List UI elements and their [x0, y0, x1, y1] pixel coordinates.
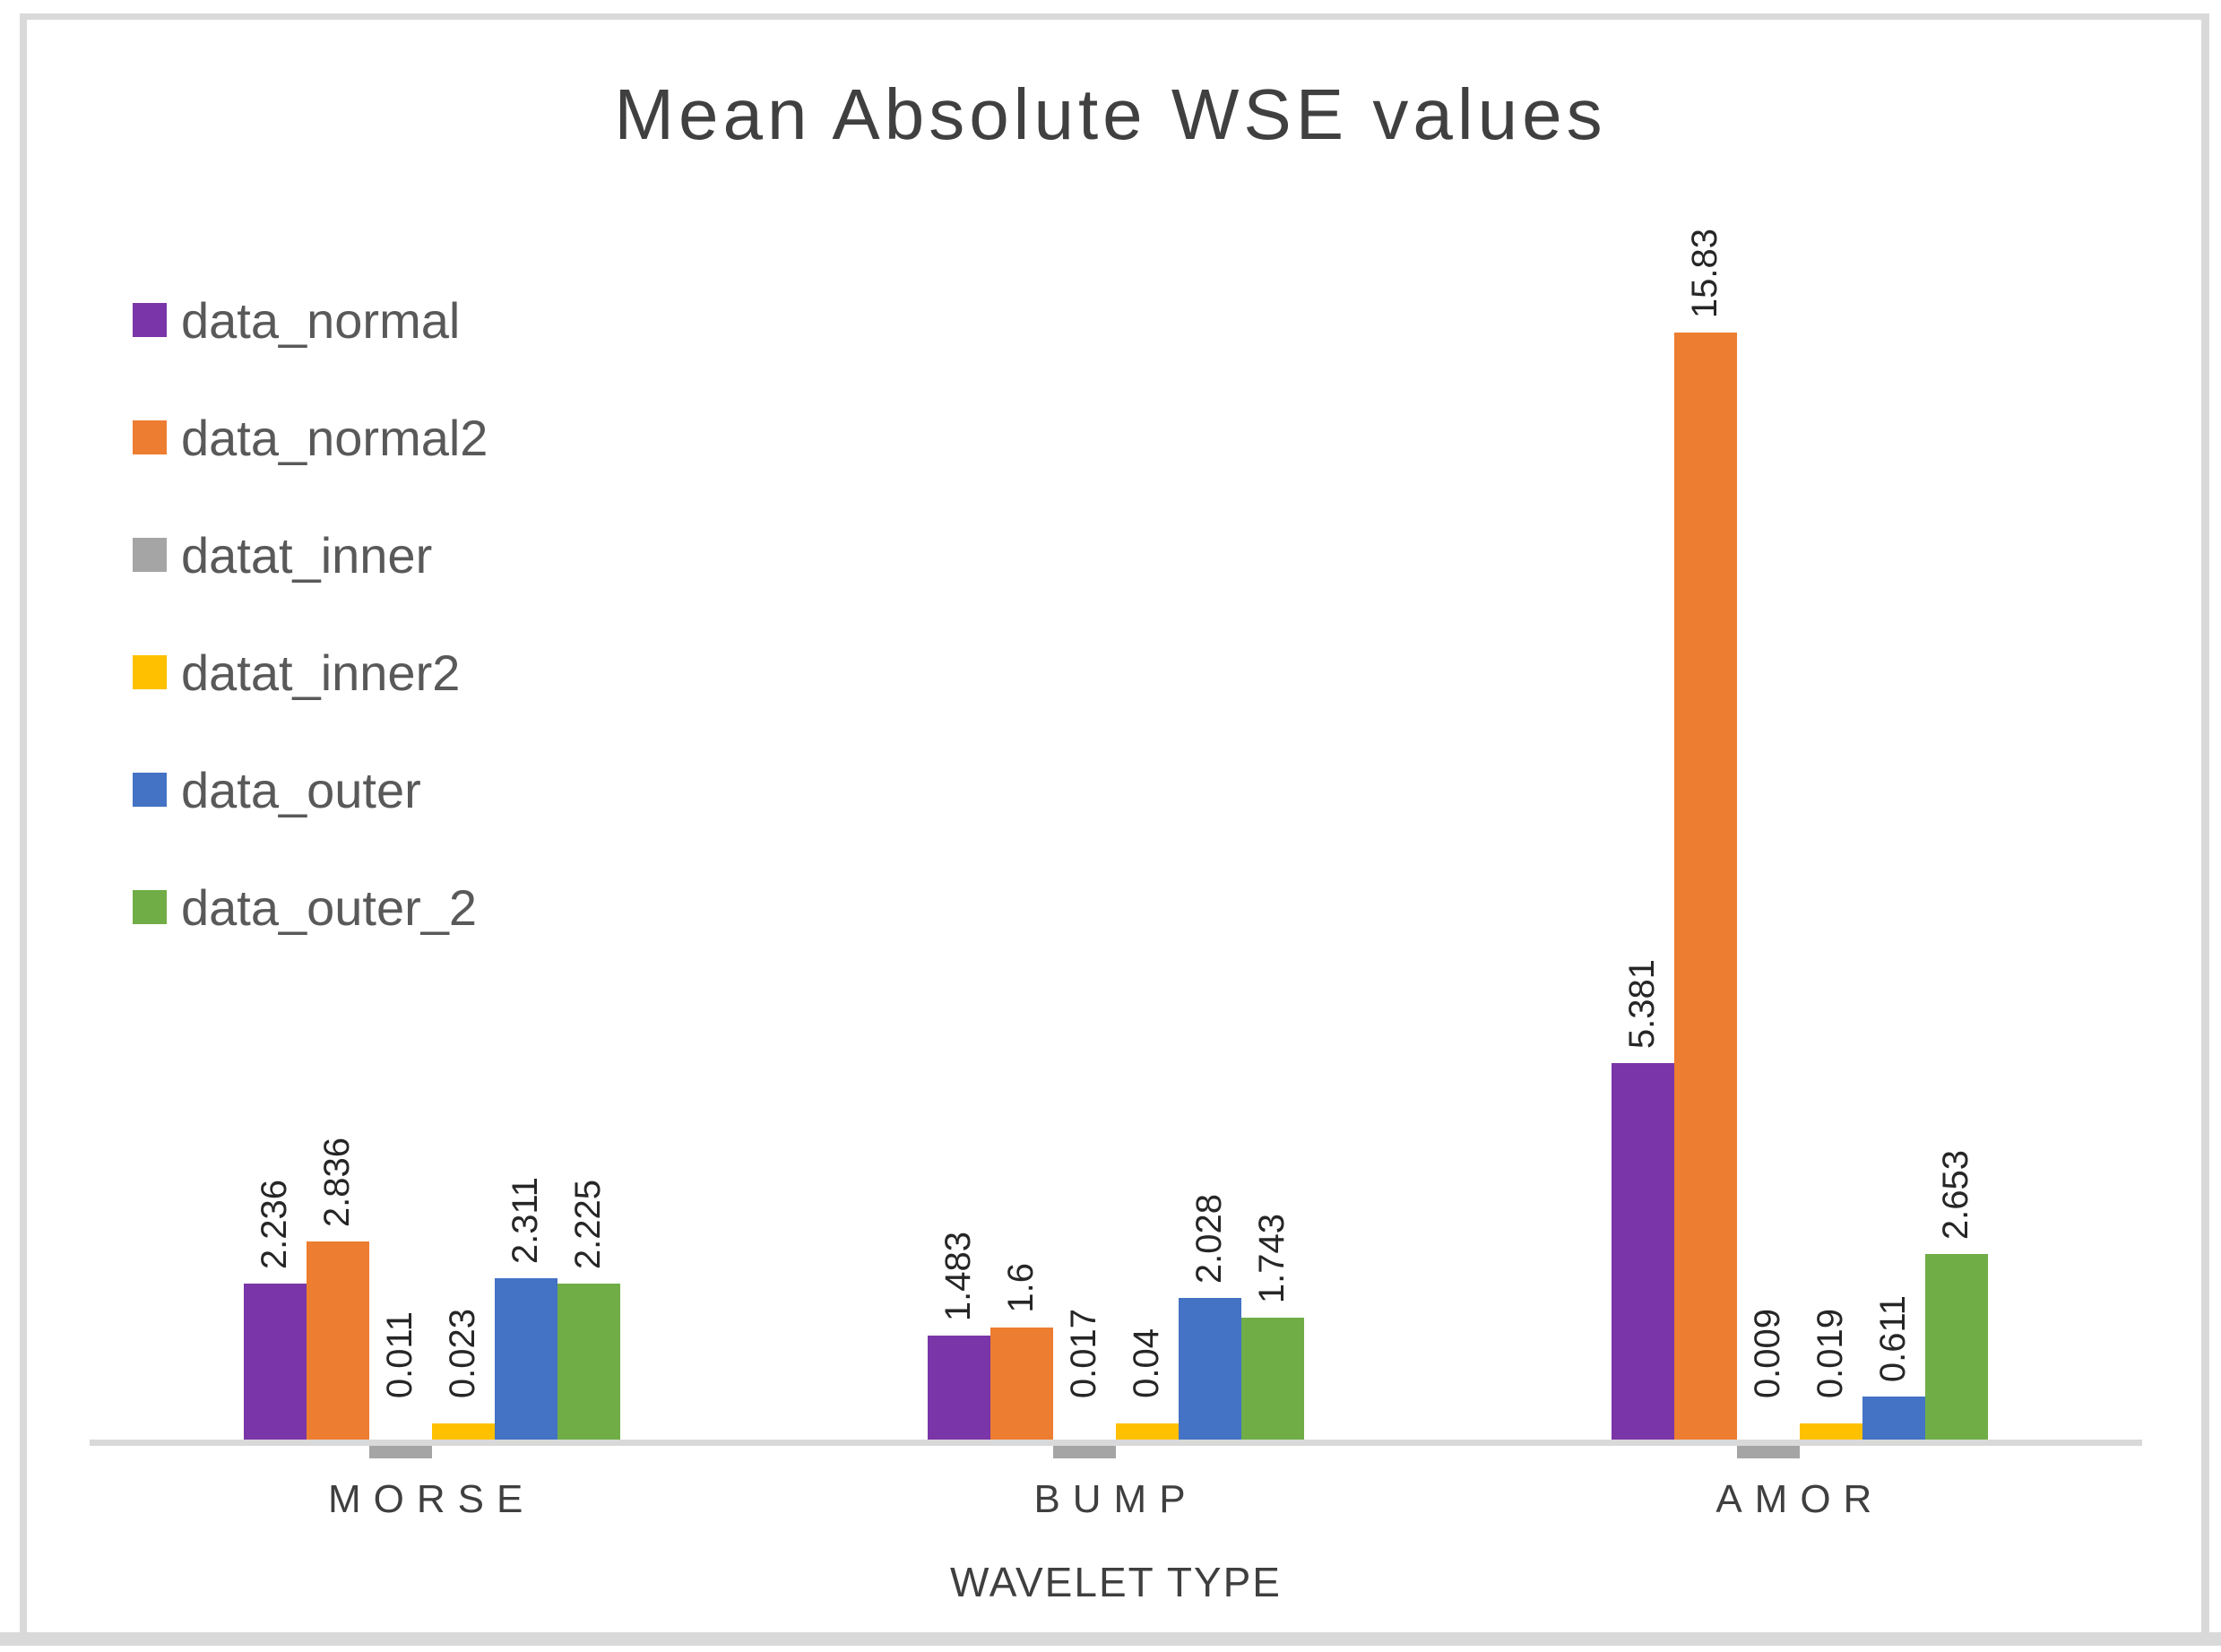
bar-value-label: 0.611	[1873, 1294, 1914, 1382]
bar	[306, 1241, 369, 1440]
frame-border-left	[20, 13, 27, 1632]
bar	[243, 1284, 307, 1440]
category-label: MORSE	[327, 1477, 536, 1521]
legend-item-data_normal: data_normal	[133, 290, 460, 350]
bar-value-label: 1.6	[1001, 1263, 1041, 1313]
bar-value-label: 1.483	[938, 1231, 978, 1321]
bar	[557, 1284, 620, 1440]
bar	[1241, 1318, 1304, 1440]
legend-label: datat_inner	[181, 526, 433, 584]
bar	[368, 1446, 432, 1458]
chart-title: Mean Absolute WSE values	[614, 74, 1607, 154]
legend-label: data_normal2	[181, 409, 488, 466]
legend-item-datat_inner: datat_inner	[133, 525, 432, 584]
x-axis-line	[90, 1440, 2142, 1446]
legend-label: data_outer_2	[181, 878, 478, 936]
legend-label: data_normal	[181, 291, 461, 349]
bar	[1862, 1397, 1926, 1440]
bar-value-label: 0.04	[1127, 1328, 1166, 1398]
bar-value-label: 2.836	[316, 1137, 357, 1227]
bar-value-label: 0.017	[1064, 1308, 1103, 1398]
frame-border-bottom	[0, 1632, 2221, 1646]
x-axis-title: WAVELET TYPE	[950, 1559, 1282, 1605]
bar	[1116, 1423, 1179, 1440]
bar-value-label: 2.653	[1936, 1149, 1976, 1240]
bar-value-label: 2.225	[567, 1179, 608, 1269]
bar	[928, 1336, 990, 1440]
legend-swatch-icon	[133, 303, 167, 337]
bar-value-label: 2.236	[254, 1179, 294, 1269]
bar-value-label: 0.011	[379, 1310, 419, 1398]
bar	[431, 1423, 495, 1440]
legend-item-data_outer_2: data_outer_2	[133, 878, 477, 937]
bar-value-label: 15.83	[1685, 228, 1725, 318]
legend-swatch-icon	[133, 655, 167, 689]
category-label: AMOR	[1715, 1477, 1885, 1521]
legend-swatch-icon	[133, 773, 167, 807]
bar-value-label: 5.381	[1622, 958, 1663, 1049]
legend-item-datat_inner2: datat_inner2	[133, 643, 460, 702]
bar-value-label: 0.009	[1748, 1308, 1788, 1398]
legend-swatch-icon	[133, 538, 167, 572]
bar-value-label: 2.311	[505, 1176, 545, 1264]
legend-swatch-icon	[133, 890, 167, 924]
legend-swatch-icon	[133, 420, 167, 454]
legend-label: datat_inner2	[181, 644, 461, 701]
frame-border-right	[2201, 13, 2209, 1632]
bar	[1800, 1423, 1863, 1440]
legend-item-data_outer: data_outer	[133, 760, 421, 819]
bar	[1053, 1446, 1116, 1458]
bar	[1925, 1254, 1989, 1440]
legend-item-data_normal2: data_normal2	[133, 408, 488, 467]
bar	[494, 1278, 557, 1440]
bar-value-label: 1.743	[1252, 1213, 1292, 1303]
frame-border-top	[20, 13, 2209, 20]
bar	[990, 1328, 1053, 1440]
bar	[1612, 1063, 1675, 1440]
bar-value-label: 0.023	[442, 1308, 482, 1398]
bar	[1179, 1298, 1241, 1440]
bar-value-label: 2.028	[1189, 1193, 1229, 1284]
bar	[1674, 333, 1738, 1440]
category-label: BUMP	[1033, 1477, 1198, 1521]
legend-label: data_outer	[181, 761, 421, 818]
bar	[1737, 1446, 1801, 1458]
bar-value-label: 0.019	[1811, 1308, 1851, 1398]
